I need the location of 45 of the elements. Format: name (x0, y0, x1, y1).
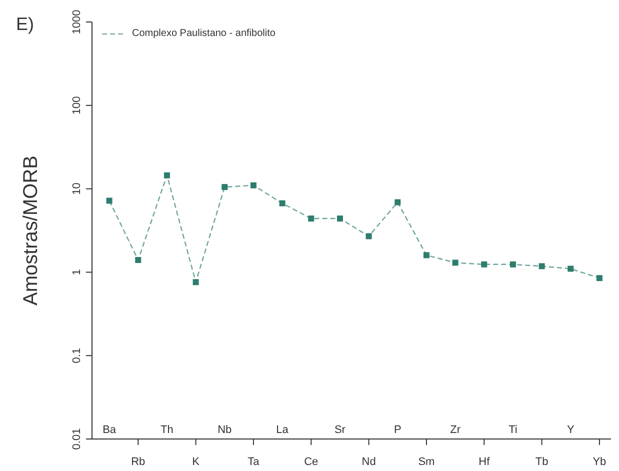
y-tick-label: 0.01 (71, 428, 83, 450)
point (250, 182, 256, 188)
y-tick-label: 1000 (71, 10, 83, 34)
x-tick-label: Rb (131, 456, 146, 468)
x-tick-label: Sm (418, 456, 435, 468)
x-tick-label: Nb (218, 424, 232, 436)
x-tick-label: Ce (304, 456, 318, 468)
point (568, 266, 574, 272)
point (366, 233, 372, 240)
point (135, 257, 142, 264)
point (596, 275, 602, 282)
point (336, 216, 343, 222)
y-tick-label: 1 (71, 269, 83, 276)
x-tick-label: Ti (508, 424, 518, 436)
x-tick-label: Nd (362, 456, 376, 468)
text: E) (16, 14, 34, 35)
point (308, 216, 314, 222)
x-tick-label: Yb (592, 456, 606, 468)
point (279, 200, 286, 206)
point (192, 279, 199, 286)
x-tick-label: Th (160, 424, 174, 436)
y-tick-label: 100 (71, 96, 83, 115)
point (452, 260, 458, 266)
x-tick-label: P (394, 424, 402, 436)
x-tick-label: Ba (102, 424, 117, 436)
point (106, 198, 112, 204)
point (164, 172, 170, 178)
x-tick-label: Sr (334, 424, 346, 436)
point (222, 184, 228, 190)
x-tick-label: Tb (535, 456, 548, 468)
x-tick-label: K (192, 456, 200, 468)
x-tick-label: Y (566, 424, 575, 436)
y-axis-title: Amostras/MORB (20, 155, 42, 306)
point (394, 199, 401, 206)
y-tick-label: 0.1 (71, 348, 83, 364)
point (510, 261, 516, 268)
x-tick-label: La (276, 424, 290, 436)
point (481, 261, 488, 268)
point (423, 252, 430, 258)
x-tick-label: Hf (478, 456, 491, 468)
legend-label: Complexo Paulistano - anfibolito (132, 28, 276, 39)
point (538, 263, 545, 270)
x-tick-label: Zr (450, 424, 461, 436)
x-tick-label: Ta (248, 456, 260, 468)
y-tick-label: 10 (71, 182, 83, 195)
